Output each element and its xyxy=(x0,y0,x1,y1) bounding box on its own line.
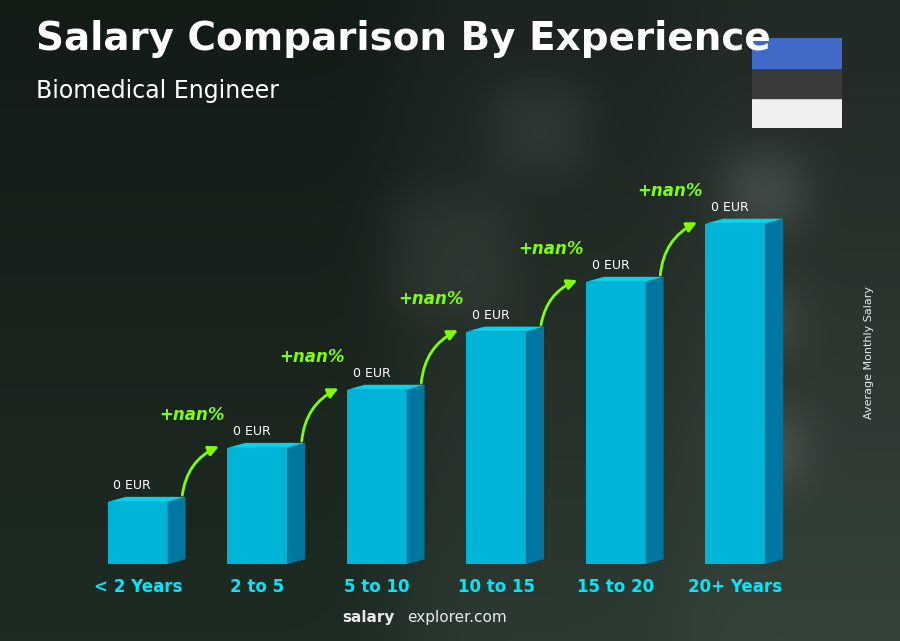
Polygon shape xyxy=(108,559,185,564)
Polygon shape xyxy=(346,559,425,564)
Text: +nan%: +nan% xyxy=(518,240,583,258)
Polygon shape xyxy=(108,502,167,564)
Polygon shape xyxy=(228,448,287,564)
Polygon shape xyxy=(287,443,305,564)
Polygon shape xyxy=(346,390,407,564)
Text: 0 EUR: 0 EUR xyxy=(711,201,749,213)
Polygon shape xyxy=(346,385,425,390)
Text: +nan%: +nan% xyxy=(399,290,464,308)
Polygon shape xyxy=(765,219,783,564)
Polygon shape xyxy=(706,559,783,564)
Bar xyxy=(752,38,842,69)
Polygon shape xyxy=(466,331,526,564)
Text: explorer.com: explorer.com xyxy=(407,610,507,625)
Text: 0 EUR: 0 EUR xyxy=(353,367,391,379)
Polygon shape xyxy=(466,327,544,331)
Polygon shape xyxy=(645,277,663,564)
Text: Average Monthly Salary: Average Monthly Salary xyxy=(863,286,874,419)
Polygon shape xyxy=(167,497,185,564)
Text: Salary Comparison By Experience: Salary Comparison By Experience xyxy=(36,20,770,58)
Polygon shape xyxy=(466,559,544,564)
Text: Biomedical Engineer: Biomedical Engineer xyxy=(36,79,279,103)
Polygon shape xyxy=(586,277,663,282)
Text: salary: salary xyxy=(342,610,394,625)
Polygon shape xyxy=(407,385,425,564)
Text: 0 EUR: 0 EUR xyxy=(591,259,629,272)
Bar xyxy=(752,69,842,98)
Text: 0 EUR: 0 EUR xyxy=(472,309,509,322)
Polygon shape xyxy=(228,443,305,448)
Text: +nan%: +nan% xyxy=(637,182,703,200)
Polygon shape xyxy=(706,219,783,224)
Text: 0 EUR: 0 EUR xyxy=(113,479,151,492)
Polygon shape xyxy=(586,282,645,564)
Text: +nan%: +nan% xyxy=(159,406,225,424)
Polygon shape xyxy=(706,224,765,564)
Polygon shape xyxy=(228,559,305,564)
Text: 0 EUR: 0 EUR xyxy=(233,425,271,438)
Polygon shape xyxy=(586,559,663,564)
Polygon shape xyxy=(526,327,544,564)
Text: +nan%: +nan% xyxy=(279,348,345,366)
Bar xyxy=(752,98,842,128)
Polygon shape xyxy=(108,497,185,502)
